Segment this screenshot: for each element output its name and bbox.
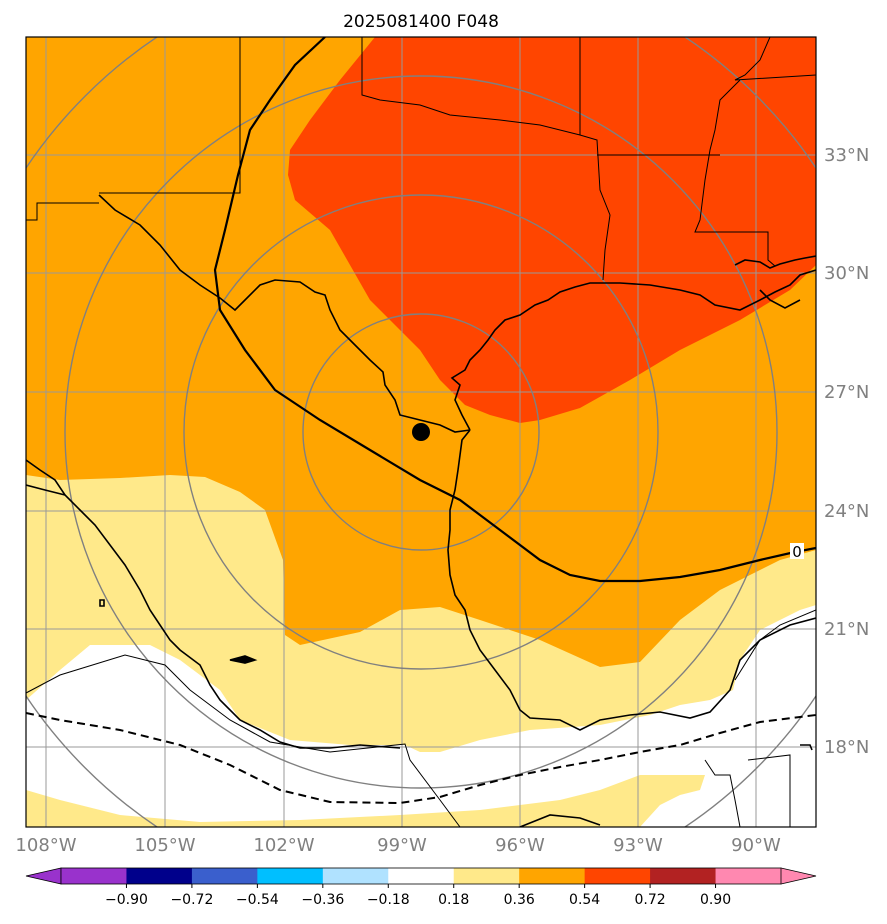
mexico-pacific-coast (26, 459, 401, 749)
range-ring-1 (302, 313, 540, 551)
colorbar-tick-label: 0.72 (635, 892, 666, 908)
field-red-band (288, 37, 816, 423)
colorbar-swatch (650, 868, 717, 884)
lon-label: 102°W (253, 835, 314, 856)
colorbar-tick-label: −0.72 (170, 892, 213, 908)
contour-zero-north (213, 37, 816, 583)
lat-label: 30°N (824, 263, 869, 284)
colorbar-tick-label: −0.36 (301, 892, 344, 908)
lon-label: 90°W (731, 835, 781, 856)
us-mexico-border (98, 194, 471, 433)
lat-label: 27°N (824, 382, 869, 403)
colorbar-tick-label: −0.54 (236, 892, 279, 908)
colorbar-tick-label: −0.18 (367, 892, 410, 908)
lat-label: 18°N (824, 737, 869, 758)
map-frame (25, 36, 817, 828)
colorbar-swatch (191, 868, 258, 884)
figure-title: 2025081400 F048 (343, 12, 499, 32)
mexico-gulf-coast (447, 429, 816, 731)
storm-center-marker (412, 423, 430, 441)
contour-label: 0 (792, 543, 802, 561)
lon-label: 93°W (613, 835, 663, 856)
state-borders (26, 37, 816, 827)
colorbar-swatch (388, 868, 455, 884)
colorbar: −0.90 −0.72 −0.54 −0.36 −0.18 0.18 0.36 0.54 0.7… (25, 867, 817, 908)
lat-label: 21°N (824, 619, 869, 640)
colorbar-tick-label: 0.54 (569, 892, 600, 908)
lon-labels: 108°W 105°W 102°W 99°W 96°W 93°W 90°W (15, 835, 781, 856)
colorbar-swatch (519, 868, 586, 884)
graticule (26, 37, 816, 827)
colorbar-swatch (257, 868, 324, 884)
colorbar-tick-label: −0.90 (105, 892, 148, 908)
field-white-region (26, 605, 816, 827)
lon-label: 96°W (495, 835, 545, 856)
colorbar-swatch (126, 868, 193, 884)
contour-label-bg (790, 543, 804, 559)
colorbar-high-extension (780, 867, 817, 885)
contour-zero-south (26, 712, 816, 805)
colorbar-frame (60, 867, 782, 885)
colorbar-swatch (453, 868, 520, 884)
colorbar-swatch (61, 868, 127, 884)
colorbar-swatch (322, 868, 389, 884)
range-ring-2 (183, 194, 659, 670)
lon-label: 108°W (15, 835, 76, 856)
colorbar-tick-label: 0.90 (700, 892, 731, 908)
texas-coast (450, 269, 816, 431)
colorbar-low-extension (25, 867, 62, 885)
range-ring-3 (64, 75, 778, 789)
lat-label: 24°N (824, 501, 869, 522)
colorbar-tick-label: 0.36 (504, 892, 535, 908)
lat-label: 33°N (824, 145, 869, 166)
coastlines (26, 194, 816, 827)
lon-label: 105°W (134, 835, 195, 856)
colorbar-swatch (584, 868, 651, 884)
lon-label: 99°W (377, 835, 427, 856)
colorbar-swatch (715, 868, 782, 884)
lat-labels: 33°N 30°N 27°N 24°N 21°N 18°N (824, 145, 869, 758)
colorbar-tick-label: 0.18 (438, 892, 469, 908)
